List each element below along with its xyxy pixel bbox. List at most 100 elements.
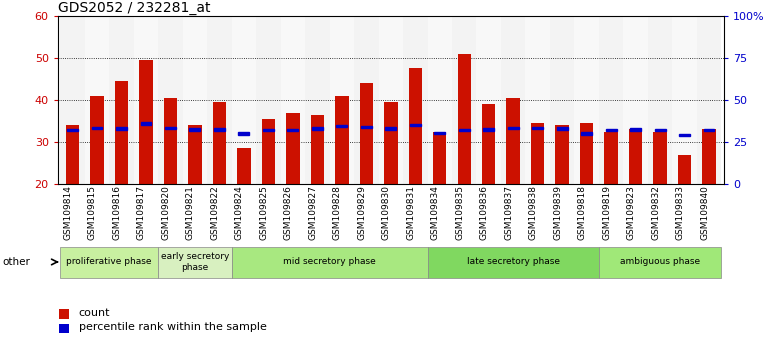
Text: GSM109816: GSM109816 — [112, 185, 122, 240]
Text: ambiguous phase: ambiguous phase — [620, 257, 700, 267]
Bar — [263, 129, 273, 131]
Bar — [330, 16, 354, 184]
Text: GSM109830: GSM109830 — [382, 185, 390, 240]
Bar — [158, 16, 182, 184]
Text: GSM109823: GSM109823 — [627, 185, 636, 240]
Bar — [139, 60, 152, 184]
Text: proliferative phase: proliferative phase — [66, 257, 152, 267]
Bar — [580, 123, 594, 184]
Bar — [256, 16, 280, 184]
Bar — [262, 119, 275, 184]
Text: GSM109828: GSM109828 — [333, 185, 342, 240]
Bar — [484, 128, 494, 131]
Bar — [232, 16, 256, 184]
Bar — [477, 16, 501, 184]
Text: GSM109820: GSM109820 — [162, 185, 170, 240]
Text: GSM109829: GSM109829 — [357, 185, 367, 240]
Bar — [679, 134, 690, 137]
Text: GSM109839: GSM109839 — [553, 185, 562, 240]
Text: GSM109818: GSM109818 — [578, 185, 587, 240]
Bar — [501, 16, 525, 184]
Text: GSM109832: GSM109832 — [651, 185, 660, 240]
Text: GSM109826: GSM109826 — [284, 185, 293, 240]
Bar — [702, 130, 716, 184]
Bar — [410, 124, 420, 126]
Bar — [574, 16, 599, 184]
FancyBboxPatch shape — [158, 247, 232, 278]
Bar — [213, 102, 226, 184]
Bar — [507, 98, 520, 184]
Bar — [239, 132, 249, 135]
Bar — [214, 128, 225, 131]
Bar — [457, 54, 471, 184]
Text: mid secretory phase: mid secretory phase — [283, 257, 376, 267]
Text: GSM109835: GSM109835 — [455, 185, 464, 240]
Text: GSM109833: GSM109833 — [675, 185, 685, 240]
Bar — [134, 16, 158, 184]
Text: GSM109815: GSM109815 — [88, 185, 97, 240]
Bar — [65, 125, 79, 184]
Bar — [386, 127, 396, 130]
Bar — [654, 132, 667, 184]
Bar — [654, 129, 665, 131]
Bar — [336, 125, 347, 127]
Bar — [109, 16, 134, 184]
Text: GSM109817: GSM109817 — [137, 185, 146, 240]
Bar — [165, 127, 176, 129]
Bar — [360, 83, 373, 184]
Bar — [379, 16, 403, 184]
Text: GSM109837: GSM109837 — [504, 185, 514, 240]
Text: early secretory
phase: early secretory phase — [161, 252, 229, 272]
Bar — [433, 132, 447, 184]
Text: GSM109814: GSM109814 — [63, 185, 72, 240]
Bar — [384, 102, 397, 184]
Bar — [280, 16, 305, 184]
Bar — [90, 96, 104, 184]
Bar — [60, 16, 85, 184]
Bar — [287, 129, 298, 131]
Text: GSM109821: GSM109821 — [186, 185, 195, 240]
Bar — [459, 129, 470, 131]
Bar — [599, 16, 624, 184]
Text: GSM109834: GSM109834 — [430, 185, 440, 240]
Bar — [409, 68, 422, 184]
Text: GDS2052 / 232281_at: GDS2052 / 232281_at — [58, 1, 210, 15]
Bar — [361, 126, 372, 128]
Bar — [310, 115, 324, 184]
Bar — [482, 104, 495, 184]
Text: GSM109831: GSM109831 — [407, 185, 415, 240]
Bar — [452, 16, 477, 184]
Bar — [581, 132, 592, 135]
Bar — [550, 16, 574, 184]
Text: other: other — [2, 257, 30, 267]
Bar — [115, 81, 128, 184]
Bar — [678, 155, 691, 184]
Bar — [557, 127, 567, 130]
Bar — [312, 127, 323, 130]
Text: GSM109822: GSM109822 — [210, 185, 219, 240]
Text: count: count — [79, 308, 110, 318]
FancyBboxPatch shape — [232, 247, 427, 278]
Bar — [631, 128, 641, 131]
Text: GSM109827: GSM109827 — [308, 185, 317, 240]
Text: GSM109824: GSM109824 — [235, 185, 244, 240]
Bar — [629, 130, 642, 184]
FancyBboxPatch shape — [60, 247, 158, 278]
Bar — [188, 125, 202, 184]
Text: GSM109838: GSM109838 — [529, 185, 537, 240]
Bar — [604, 132, 618, 184]
Bar — [606, 129, 617, 131]
Text: late secretory phase: late secretory phase — [467, 257, 560, 267]
Text: GSM109819: GSM109819 — [602, 185, 611, 240]
Bar — [532, 127, 543, 129]
Bar — [508, 127, 519, 129]
Bar — [207, 16, 232, 184]
Bar — [85, 16, 109, 184]
Bar — [624, 16, 648, 184]
Bar — [697, 16, 721, 184]
Bar — [305, 16, 330, 184]
Text: GSM109825: GSM109825 — [259, 185, 268, 240]
Text: GSM109836: GSM109836 — [480, 185, 489, 240]
Bar — [403, 16, 427, 184]
Bar — [354, 16, 379, 184]
